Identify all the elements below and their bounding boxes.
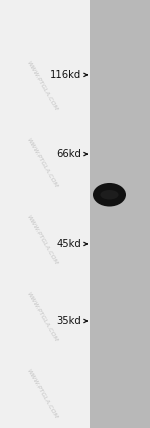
Text: WWW.PTGLA.COM: WWW.PTGLA.COM [26,291,58,342]
Text: WWW.PTGLA.COM: WWW.PTGLA.COM [26,60,58,111]
Text: WWW.PTGLA.COM: WWW.PTGLA.COM [26,368,58,419]
Text: WWW.PTGLA.COM: WWW.PTGLA.COM [26,137,58,188]
Bar [90,0,150,428]
Text: 45kd: 45kd [56,239,81,249]
Text: WWW.PTGLA.COM: WWW.PTGLA.COM [26,214,58,265]
Text: 35kd: 35kd [56,316,81,326]
Ellipse shape [100,190,119,199]
Text: 116kd: 116kd [50,70,81,80]
Text: 66kd: 66kd [56,149,81,159]
Ellipse shape [93,183,126,207]
